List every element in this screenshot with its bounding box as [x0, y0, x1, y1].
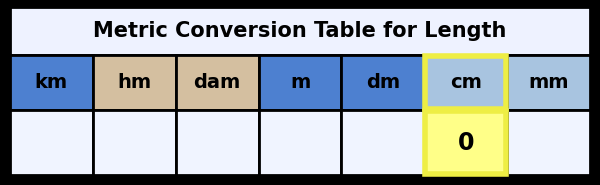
Text: dam: dam	[194, 73, 241, 92]
Bar	[259, 110, 341, 175]
Bar	[259, 55, 341, 110]
Text: km: km	[35, 73, 68, 92]
Text: dm: dm	[366, 73, 400, 92]
Bar	[341, 110, 424, 175]
Bar	[176, 110, 259, 175]
Text: m: m	[290, 73, 310, 92]
Bar	[10, 110, 93, 175]
Bar	[425, 111, 506, 174]
Bar	[93, 110, 176, 175]
Bar	[425, 56, 506, 109]
Text: hm: hm	[117, 73, 151, 92]
Text: Metric Conversion Table for Length: Metric Conversion Table for Length	[94, 21, 506, 41]
Bar	[93, 55, 176, 110]
Bar	[507, 55, 590, 110]
Text: mm: mm	[529, 73, 569, 92]
Bar	[341, 55, 424, 110]
Bar	[10, 7, 590, 55]
Bar	[424, 55, 507, 110]
Bar	[10, 55, 93, 110]
Bar	[176, 55, 259, 110]
Bar	[507, 110, 590, 175]
Bar	[424, 110, 507, 175]
Text: cm: cm	[450, 73, 482, 92]
Text: 0: 0	[457, 130, 474, 154]
